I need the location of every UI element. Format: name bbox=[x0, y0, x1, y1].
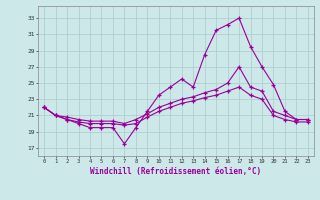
X-axis label: Windchill (Refroidissement éolien,°C): Windchill (Refroidissement éolien,°C) bbox=[91, 167, 261, 176]
